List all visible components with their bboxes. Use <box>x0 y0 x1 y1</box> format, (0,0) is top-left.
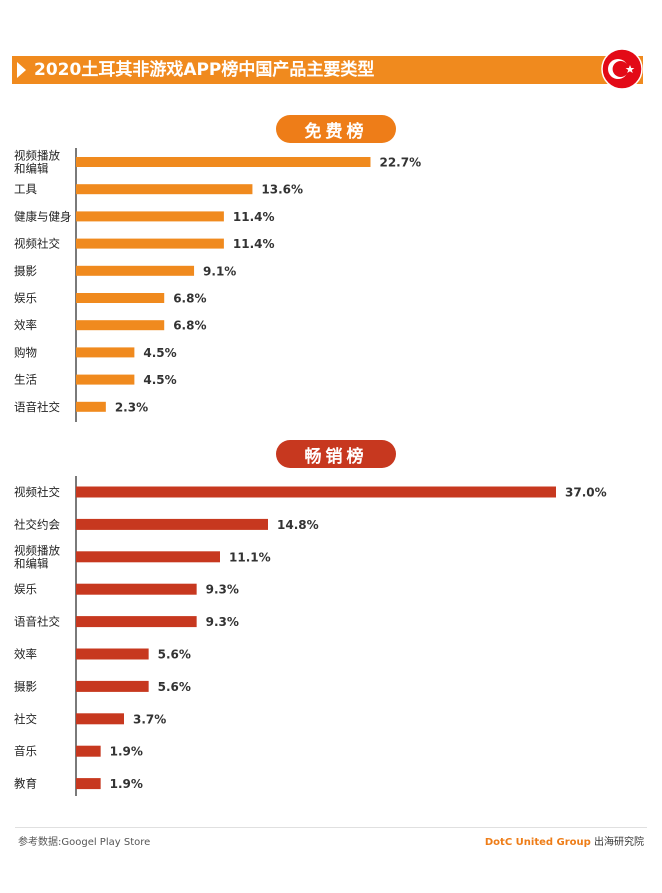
footer-divider <box>15 827 647 828</box>
category-label: 效率 <box>14 318 37 332</box>
category-label: 视频播放和编辑 <box>14 149 60 176</box>
category-label: 健康与健身 <box>14 209 72 223</box>
free-chart-label: 免费榜 <box>276 115 396 143</box>
bar <box>76 157 371 167</box>
page-title: 2020土耳其非游戏APP榜中国产品主要类型 <box>34 60 375 80</box>
grossing-chart-label: 畅销榜 <box>276 440 396 468</box>
category-label: 效率 <box>14 647 37 661</box>
bar <box>76 648 149 660</box>
value-label: 13.6% <box>261 183 303 197</box>
category-label: 娱乐 <box>14 582 37 596</box>
bar <box>76 616 197 628</box>
bar <box>76 486 556 498</box>
category-label: 视频播放和编辑 <box>14 543 60 570</box>
bar <box>76 347 135 358</box>
brand-name: DotC United Group <box>484 837 591 848</box>
category-label: 社交约会 <box>14 517 60 531</box>
value-label: 1.9% <box>110 745 143 759</box>
value-label: 6.8% <box>173 319 206 333</box>
value-label: 9.3% <box>206 583 239 597</box>
bar <box>76 401 106 412</box>
value-label: 3.7% <box>133 712 166 726</box>
value-label: 22.7% <box>379 156 421 170</box>
bar <box>76 184 253 195</box>
footer-brand: DotC United Group 出海研究院 <box>485 833 644 848</box>
bar <box>76 778 101 790</box>
category-label: 生活 <box>14 373 37 387</box>
value-label: 9.3% <box>206 615 239 629</box>
brand-suffix: 出海研究院 <box>594 837 644 848</box>
grossing-chart: 37.0% 视频社交 14.8% 社交约会 11.1% 视频播放和编辑 9.3% 娱乐 9.3%… <box>14 476 607 796</box>
title-arrow-icon <box>17 62 26 78</box>
category-label: 娱乐 <box>14 291 37 305</box>
category-label: 语音社交 <box>14 400 60 414</box>
value-label: 5.6% <box>158 648 191 662</box>
bar <box>76 211 224 222</box>
value-label: 5.6% <box>158 680 191 694</box>
category-label: 摄影 <box>14 264 37 278</box>
turkey-flag-icon <box>601 48 643 90</box>
value-label: 1.9% <box>110 777 143 791</box>
category-label: 摄影 <box>14 679 37 693</box>
bar <box>76 518 268 530</box>
category-label: 语音社交 <box>14 615 60 629</box>
bar <box>76 320 165 331</box>
bar <box>76 551 220 563</box>
category-label: 社交 <box>14 712 37 726</box>
bar <box>76 713 124 725</box>
value-label: 4.5% <box>143 346 176 360</box>
value-label: 2.3% <box>115 400 148 414</box>
category-label: 视频社交 <box>14 237 60 251</box>
category-label: 购物 <box>14 345 37 359</box>
category-label: 工具 <box>14 182 37 196</box>
bar <box>76 583 197 595</box>
bar <box>76 238 224 249</box>
value-label: 11.4% <box>233 210 275 224</box>
value-label: 9.1% <box>203 264 236 278</box>
bar <box>76 374 135 385</box>
value-label: 11.4% <box>233 237 275 251</box>
free-chart: 22.7% 视频播放和编辑 13.6% 工具 11.4% 健康与健身 11.4% 视频社交 9.… <box>14 148 421 422</box>
value-label: 37.0% <box>565 486 607 500</box>
bar <box>76 293 165 303</box>
category-label: 教育 <box>14 777 37 791</box>
value-label: 4.5% <box>143 373 176 387</box>
bar <box>76 680 149 692</box>
footer-source: 参考数据:Googel Play Store <box>18 837 151 848</box>
bar <box>76 745 101 757</box>
value-label: 14.8% <box>277 518 319 532</box>
value-label: 6.8% <box>173 292 206 306</box>
value-label: 11.1% <box>229 550 271 564</box>
category-label: 视频社交 <box>14 485 60 499</box>
title-bar <box>12 56 643 84</box>
bar <box>76 265 195 276</box>
category-label: 音乐 <box>14 744 37 758</box>
